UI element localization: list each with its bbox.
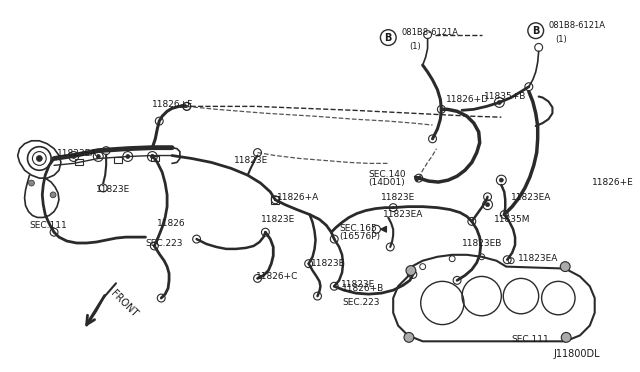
Text: SEC.165: SEC.165 <box>339 224 377 233</box>
Text: SEC.111: SEC.111 <box>511 336 549 344</box>
Text: (1): (1) <box>409 42 420 51</box>
Text: 081B8-6121A: 081B8-6121A <box>548 21 605 30</box>
Text: SEC.223: SEC.223 <box>145 239 183 248</box>
Text: B: B <box>385 33 392 42</box>
Circle shape <box>50 192 56 198</box>
Text: 11826+A: 11826+A <box>277 193 319 202</box>
Text: 11823EB: 11823EB <box>462 239 502 248</box>
Bar <box>152 155 159 161</box>
Text: 11823E: 11823E <box>381 193 415 202</box>
Text: B: B <box>532 26 540 36</box>
Bar <box>75 160 83 166</box>
Circle shape <box>29 180 35 186</box>
Text: SEC.111: SEC.111 <box>29 221 67 230</box>
Bar <box>271 196 279 204</box>
Text: (16576P): (16576P) <box>339 232 380 241</box>
Text: 11823E: 11823E <box>234 155 268 164</box>
Circle shape <box>150 154 154 158</box>
Circle shape <box>406 266 416 275</box>
Text: 11826+E: 11826+E <box>592 178 634 187</box>
Text: 11823EA: 11823EA <box>518 254 559 263</box>
Text: 11826+C: 11826+C <box>255 272 298 280</box>
Circle shape <box>486 203 490 206</box>
Circle shape <box>72 154 76 158</box>
Text: 11823EA: 11823EA <box>57 149 97 158</box>
Circle shape <box>126 154 130 158</box>
Text: 11823E: 11823E <box>341 280 375 289</box>
Text: 11823E: 11823E <box>310 259 345 268</box>
Circle shape <box>404 333 414 342</box>
Text: 11835+B: 11835+B <box>484 92 526 101</box>
Text: FRONT: FRONT <box>109 288 140 319</box>
Text: 11823EA: 11823EA <box>511 193 552 202</box>
Text: 11823EA: 11823EA <box>383 209 424 219</box>
Text: 11826: 11826 <box>157 219 186 228</box>
Text: SEC.140: SEC.140 <box>369 170 406 179</box>
Circle shape <box>561 333 571 342</box>
Text: (14D01): (14D01) <box>369 178 405 187</box>
Text: J11800DL: J11800DL <box>553 349 600 359</box>
Text: 081B8-6121A: 081B8-6121A <box>401 28 458 37</box>
Circle shape <box>499 178 503 182</box>
Text: 11826+B: 11826+B <box>342 284 385 293</box>
Text: 11826+F: 11826+F <box>152 100 194 109</box>
Text: SEC.223: SEC.223 <box>342 298 380 307</box>
Circle shape <box>36 155 42 161</box>
Circle shape <box>97 154 100 158</box>
Text: 11823E: 11823E <box>260 215 295 224</box>
Text: 11823E: 11823E <box>97 185 131 194</box>
Text: (1): (1) <box>556 35 567 44</box>
Circle shape <box>560 262 570 272</box>
Bar <box>114 157 122 163</box>
Text: 11835M: 11835M <box>493 215 530 224</box>
Circle shape <box>497 100 501 105</box>
Text: 11826+D: 11826+D <box>446 94 489 103</box>
